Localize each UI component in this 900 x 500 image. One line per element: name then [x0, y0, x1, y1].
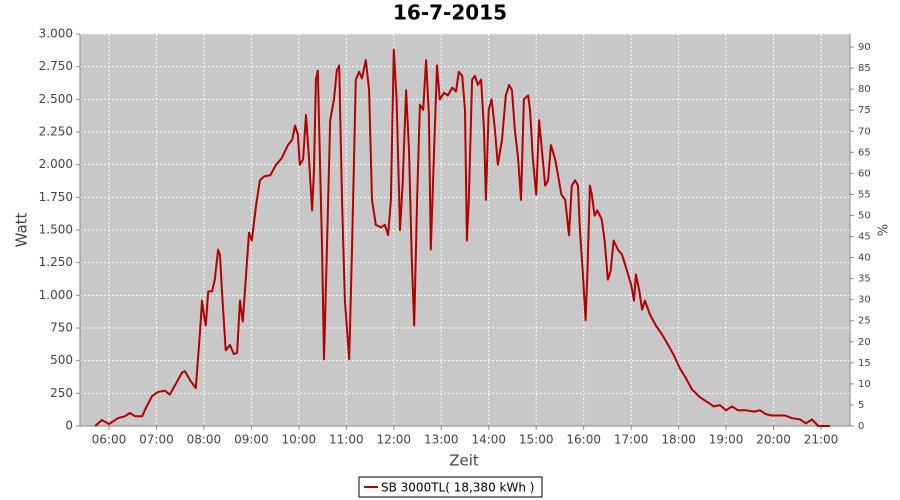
y-tick-label: 2.250: [39, 125, 73, 139]
y-tick-label: 2.000: [39, 157, 73, 171]
y2-tick-label: 35: [858, 274, 871, 285]
y2-axis-title: %: [877, 224, 892, 236]
y2-tick-label: 70: [858, 126, 871, 137]
y2-tick-label: 25: [858, 316, 871, 327]
y-tick-label: 500: [50, 353, 73, 367]
x-tick-label: 12:00: [376, 433, 411, 447]
y2-tick-label: 10: [858, 379, 871, 390]
y-tick-label: 2.750: [39, 59, 73, 73]
y-tick-label: 1.500: [39, 223, 73, 237]
y2-tick-label: 15: [858, 358, 871, 369]
y2-tick-label: 50: [858, 210, 871, 221]
x-tick-label: 08:00: [187, 433, 222, 447]
y2-tick-label: 85: [858, 63, 871, 74]
x-tick-label: 06:00: [92, 433, 127, 447]
y2-tick-label: 75: [858, 105, 871, 116]
x-tick-label: 16:00: [566, 433, 601, 447]
y2-tick-label: 0: [858, 421, 864, 432]
y-tick-label: 1.750: [39, 190, 73, 204]
x-tick-label: 13:00: [424, 433, 459, 447]
x-tick-label: 19:00: [709, 433, 744, 447]
x-axis-title: Zeit: [449, 452, 479, 470]
y2-tick-label: 55: [858, 189, 871, 200]
y2-tick-label: 60: [858, 168, 871, 179]
legend: [358, 476, 543, 498]
y2-tick-label: 80: [858, 84, 871, 95]
y-tick-label: 750: [50, 321, 73, 335]
y-tick-label: 250: [50, 386, 73, 400]
x-tick-label: 17:00: [614, 433, 649, 447]
y2-tick-label: 40: [858, 253, 871, 264]
legend-label: SB 3000TL( 18,380 kWh ): [381, 481, 534, 495]
y2-tick-label: 90: [858, 42, 871, 53]
y-tick-label: 2.500: [39, 92, 73, 106]
y-tick-label: 1.000: [39, 288, 73, 302]
x-tick-label: 11:00: [329, 433, 364, 447]
chart-title: 16-7-2015: [393, 1, 507, 25]
y2-tick-label: 45: [858, 232, 871, 243]
y2-tick-label: 65: [858, 147, 871, 158]
x-tick-label: 10:00: [282, 433, 317, 447]
x-tick-label: 21:00: [804, 433, 839, 447]
y2-tick-label: 5: [858, 400, 864, 411]
data-line: [94, 48, 831, 427]
y-tick-label: 3.000: [39, 27, 73, 41]
x-tick-label: 20:00: [756, 433, 791, 447]
y-axis-title: Watt: [13, 212, 31, 247]
y-tick-label: 0: [65, 419, 73, 433]
x-tick-label: 07:00: [139, 433, 174, 447]
y-tick-label: 1.250: [39, 255, 73, 269]
x-tick-label: 09:00: [234, 433, 269, 447]
x-tick-label: 18:00: [661, 433, 696, 447]
x-tick-label: 15:00: [519, 433, 554, 447]
y2-tick-label: 30: [858, 295, 871, 306]
x-tick-label: 14:00: [471, 433, 506, 447]
y2-tick-label: 20: [858, 337, 871, 348]
